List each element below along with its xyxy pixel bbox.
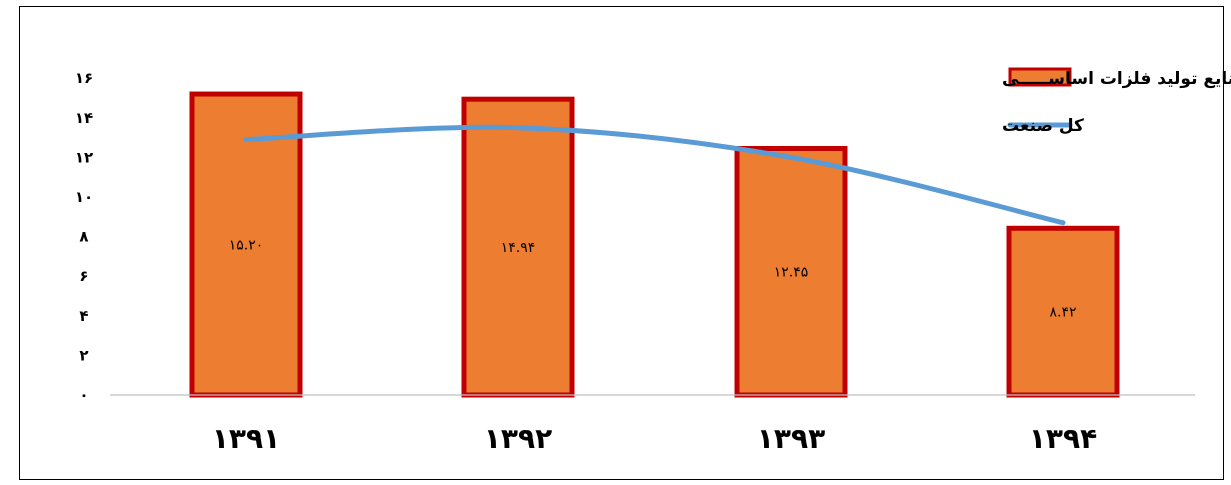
legend-label-bar: صنایع تولید فلزات اساســـــی (1002, 69, 1231, 89)
series-line-total-industry (243, 124, 1066, 226)
bar (734, 145, 848, 398)
y-tick-label: ۱۲ (75, 148, 93, 166)
y-tick-label: ۸ (79, 228, 88, 246)
x-tick-label: ۱۳۹۴ (1029, 422, 1097, 455)
x-tick-label: ۱۳۹۳ (757, 422, 825, 455)
bar-data-label: ۱۴.۹۴ (501, 240, 536, 256)
bar (461, 96, 575, 398)
x-tick-label: ۱۳۹۲ (484, 422, 552, 455)
y-tick-label: ۶ (79, 267, 88, 285)
y-tick-label: ۱۰ (75, 188, 93, 206)
y-tick-label: ۱۴ (75, 109, 93, 127)
bar-data-label: ۱۵.۲۰ (229, 238, 264, 254)
axis-layer: ۰ ۲ ۴ ۶ ۸ ۱۰ ۱۲ ۱۴ ۱۶ ۱۳۹۱ ۱۳۹۲ ۱۳۹۳ ۱۳۹۴ (75, 69, 1195, 455)
bar (1006, 225, 1120, 398)
legend: صنایع تولید فلزات اساســـــی کل صنعت (1002, 67, 1231, 136)
bar (189, 91, 303, 398)
x-tick-label: ۱۳۹۱ (212, 422, 280, 455)
y-tick-label: ۴ (79, 307, 88, 325)
y-tick-label: ۱۶ (75, 69, 93, 87)
legend-label-line: کل صنعت (1002, 116, 1084, 136)
bars-layer: ۱۵.۲۰ ۱۴.۹۴ ۱۲.۴۵ ۸.۴۲ (189, 91, 1120, 398)
bar-data-label: ۱۲.۴۵ (774, 265, 809, 281)
legend-swatch-bar (1008, 67, 1072, 87)
y-tick-label: ۲ (79, 346, 88, 364)
line-layer (243, 124, 1066, 226)
bar-data-label: ۸.۴۲ (1049, 305, 1076, 321)
y-tick-label: ۰ (79, 386, 88, 404)
